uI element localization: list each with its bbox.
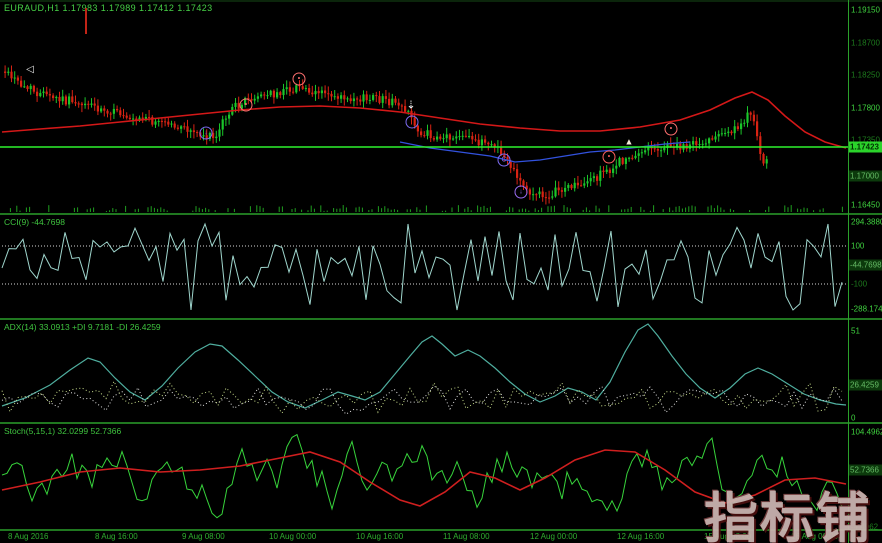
white-arrow-marker[interactable]: ◁ xyxy=(26,64,34,75)
indicator-value-box: -44.7698 xyxy=(849,259,882,271)
red-signal-marker[interactable]: • xyxy=(664,122,678,136)
white-up-arrow-marker[interactable]: ▲ xyxy=(624,136,634,147)
violet-signal-marker[interactable]: C xyxy=(497,153,511,167)
price-axis-label: 1.17800 xyxy=(851,103,880,113)
indicator-value-box: 52.7366 xyxy=(849,464,882,476)
violet-signal-marker[interactable]: ↓ xyxy=(514,185,528,199)
price-axis-label: 100 xyxy=(851,241,865,251)
current-price-box: 1.17423 xyxy=(849,141,882,153)
time-axis-label: 16 Aug 00:00 xyxy=(791,532,839,541)
violet-signal-marker[interactable]: ↓ xyxy=(199,126,213,140)
stoch-indicator-label: Stoch(5,15,1) 32.0299 52.7366 xyxy=(4,426,122,436)
price-axis-label: 1.16450 xyxy=(851,200,880,210)
price-axis-label: 1.19150 xyxy=(851,5,880,15)
time-axis-label: 8 Aug 2016 xyxy=(8,532,49,541)
red-signal-marker[interactable]: • xyxy=(602,150,616,164)
red-vline-marker[interactable] xyxy=(85,8,87,34)
time-axis-label: 10 Aug 00:00 xyxy=(269,532,317,541)
price-axis-label: -288.1745 xyxy=(851,304,882,314)
indicator-value-box: 26.4259 xyxy=(849,379,882,391)
price-axis-label: 104.4962 xyxy=(851,427,882,437)
time-axis-label: 8 Aug 16:00 xyxy=(95,532,138,541)
red-signal-marker[interactable]: • xyxy=(292,72,306,86)
chart-title: EURAUD,H1 1.17983 1.17989 1.17412 1.1742… xyxy=(4,3,213,13)
price-axis-label: 294.3880 xyxy=(851,217,882,227)
time-axis-label: 11 Aug 08:00 xyxy=(443,532,490,541)
adx-indicator-label: ADX(14) 33.0913 +DI 9.7181 -DI 26.4259 xyxy=(4,322,161,332)
cci-indicator-label: CCI(9) -44.7698 xyxy=(4,217,65,227)
red-signal-marker[interactable]: • xyxy=(239,98,253,112)
price-axis-label: 1.18700 xyxy=(851,38,880,48)
price-axis-label: -100 xyxy=(851,279,868,289)
watermark-text: 指标铺 xyxy=(704,487,872,543)
time-axis-label: 12 Aug 16:00 xyxy=(617,532,665,541)
indicator-value-box: 1.17000 xyxy=(849,170,882,182)
time-axis-label: 15 Aug 08:00 xyxy=(704,532,752,541)
price-axis-label: 51 xyxy=(851,326,860,336)
price-axis-label: 1.17350 xyxy=(851,135,880,145)
violet-signal-marker[interactable] xyxy=(405,115,419,129)
price-axis-label: 0 xyxy=(851,413,856,423)
time-axis-label: 10 Aug 16:00 xyxy=(356,532,404,541)
white-down-arrow-marker[interactable]: ⇣ xyxy=(406,99,416,112)
price-axis-label: 1.18250 xyxy=(851,70,880,80)
time-axis-label: 9 Aug 08:00 xyxy=(182,532,225,541)
price-axis-label: -4.4962 xyxy=(851,522,879,532)
time-axis-label: 12 Aug 00:00 xyxy=(530,532,578,541)
